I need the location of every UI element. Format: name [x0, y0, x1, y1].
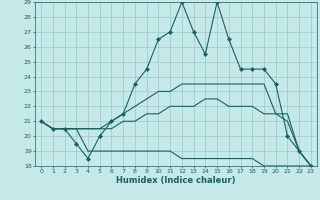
X-axis label: Humidex (Indice chaleur): Humidex (Indice chaleur): [116, 176, 236, 185]
